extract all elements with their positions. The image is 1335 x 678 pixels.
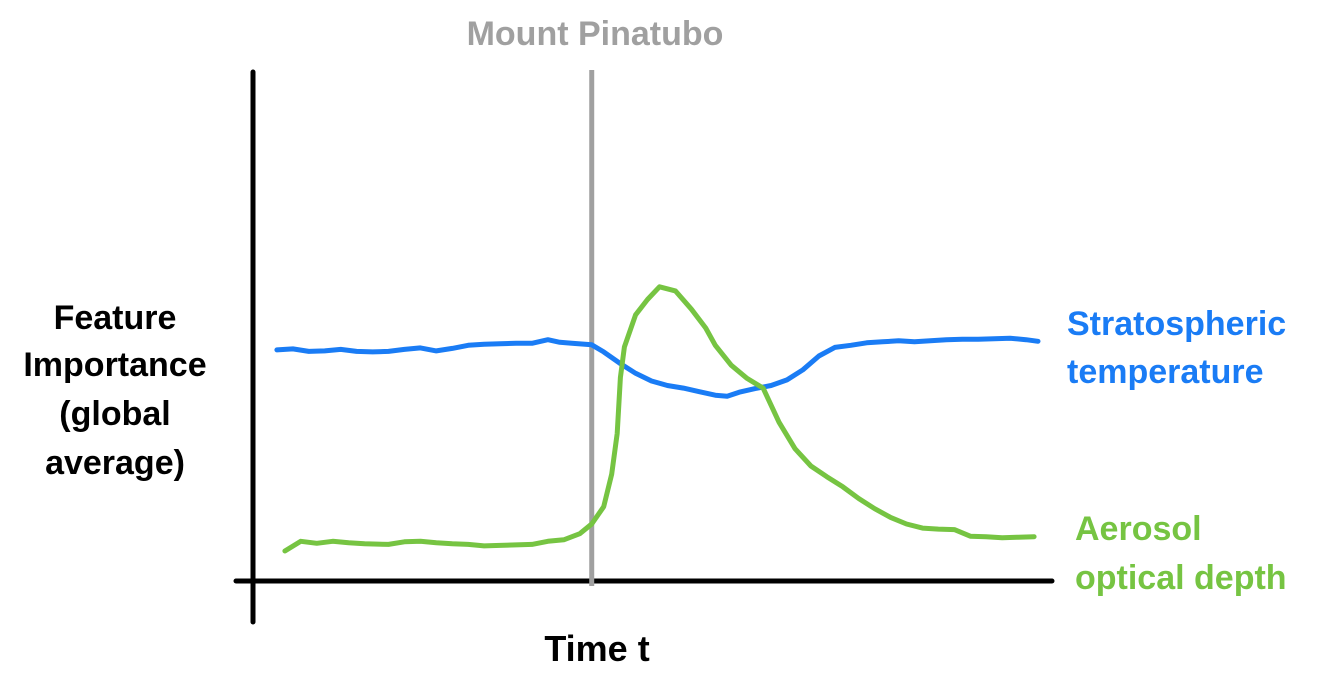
legend-label-line-2: optical depth: [1075, 559, 1287, 597]
series-layer: [274, 284, 1041, 554]
legend-label-line-2: temperature: [1067, 353, 1264, 391]
series-line-aerosol-optical-depth: [282, 284, 1037, 554]
y-axis-label-line-3: (global: [59, 395, 170, 433]
x-axis-label: Time t: [544, 628, 649, 669]
legend-label-line-1: Stratospheric: [1067, 305, 1286, 343]
legend-aerosol-optical-depth: Aerosol optical depth: [1075, 510, 1287, 597]
y-axis-label-line-2: Importance: [23, 346, 206, 384]
event-label: Mount Pinatubo: [467, 15, 724, 53]
y-axis-label-line-4: average): [45, 444, 185, 482]
legend-label-line-1: Aerosol: [1075, 510, 1202, 548]
y-axis-label-line-1: Feature: [54, 299, 177, 337]
y-axis-label: Feature Importance (global average): [23, 299, 206, 482]
legend-stratospheric-temperature: Stratospheric temperature: [1067, 305, 1286, 391]
series-line-stratospheric-temperature: [274, 335, 1041, 399]
